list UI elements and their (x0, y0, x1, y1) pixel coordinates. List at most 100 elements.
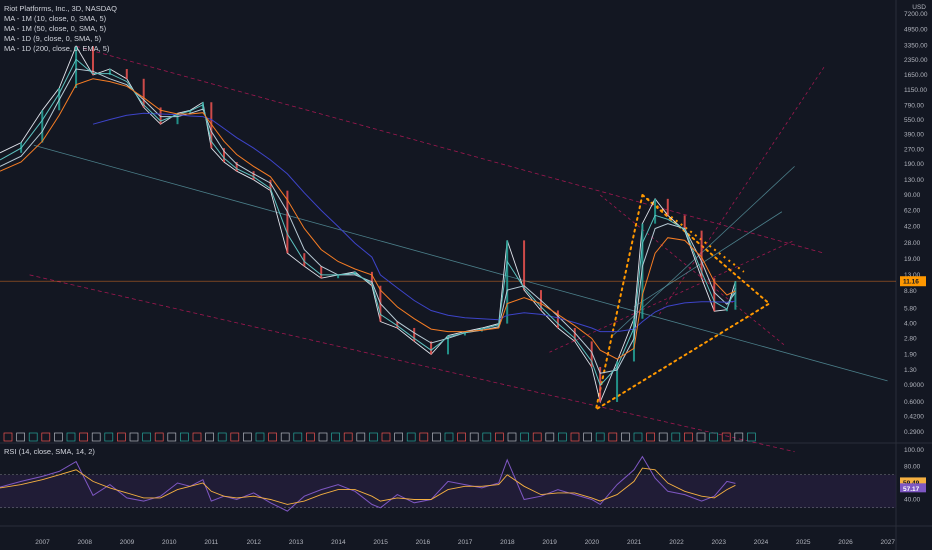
event-marker (205, 432, 214, 442)
price-tick-label: 1150.00 (904, 87, 927, 94)
price-candle (654, 198, 657, 224)
time-tick-label: 2024 (754, 539, 769, 546)
price-candle (370, 271, 373, 286)
event-marker (432, 432, 441, 442)
price-tick-label: 8.80 (904, 288, 917, 295)
price-tick-label: 4950.00 (904, 26, 928, 33)
price-candle (337, 274, 340, 279)
event-marker (507, 432, 517, 442)
price-tick-label: 5.80 (904, 305, 917, 312)
time-tick-label: 2008 (78, 539, 93, 546)
event-marker (734, 432, 744, 442)
event-marker (91, 432, 101, 442)
price-candle (632, 318, 635, 362)
price-candle (159, 107, 162, 125)
price-candle (447, 335, 449, 355)
price-tick-label: 190.00 (904, 161, 924, 168)
event-marker (658, 432, 668, 442)
event-marker (217, 432, 227, 442)
event-marker (318, 432, 328, 442)
event-marker (167, 432, 177, 442)
event-marker (747, 432, 756, 442)
time-tick-label: 2022 (669, 539, 684, 546)
time-tick-label: 2015 (373, 539, 388, 546)
event-marker (457, 432, 466, 442)
rsi-ma-label: 57.17 (903, 486, 920, 493)
price-candle (556, 310, 559, 328)
event-marker (16, 432, 25, 442)
price-candle (320, 266, 323, 279)
price-candle (269, 179, 272, 191)
price-candle (142, 78, 145, 108)
ma-line-1 (0, 68, 736, 374)
event-marker (66, 432, 76, 442)
price-tick-label: 62.00 (904, 207, 921, 214)
price-tick-label: 790.00 (904, 102, 924, 109)
price-candle (713, 278, 716, 312)
ma-legend-1[interactable]: MA - 1M (10, close, 0, SMA, 5) (4, 14, 107, 23)
event-marker (104, 432, 114, 442)
rsi-tick-label: 100.00 (904, 447, 924, 454)
price-candle (396, 321, 399, 328)
event-marker (280, 432, 290, 442)
price-tick-label: 90.00 (904, 192, 921, 199)
ma-legend-3[interactable]: MA - 1D (9, close, 0, SMA, 5) (4, 34, 102, 43)
price-tick-label: 0.2900 (904, 429, 924, 436)
rsi-tick-label: 80.00 (904, 464, 921, 471)
event-marker (117, 432, 126, 442)
event-marker (684, 432, 693, 442)
price-tick-label: 1.30 (904, 367, 917, 374)
ma-line-3 (0, 58, 736, 387)
event-marker (129, 432, 139, 442)
price-candle (734, 281, 737, 310)
price-tick-label: 550.00 (904, 117, 924, 124)
event-marker (495, 432, 504, 442)
event-marker (406, 432, 416, 442)
event-marker (646, 432, 655, 442)
price-candle (480, 327, 483, 332)
time-tick-label: 2021 (627, 539, 642, 546)
price-candle (506, 240, 509, 324)
event-marker (633, 432, 643, 442)
triangle-pattern (594, 194, 771, 412)
price-candle (223, 148, 225, 163)
ma-legend-4[interactable]: MA - 1D (200, close, 0, EMA, 5) (4, 44, 110, 53)
event-marker (180, 432, 189, 442)
event-marker (28, 432, 38, 442)
event-marker (306, 432, 315, 442)
price-tick-label: 270.00 (904, 147, 924, 154)
price-tick-label: 0.6000 (904, 399, 924, 406)
event-marker (570, 432, 580, 442)
ma-legend-2[interactable]: MA - 1M (50, close, 0, SMA, 5) (4, 24, 107, 33)
event-marker (482, 432, 492, 442)
ma-line-4 (0, 78, 736, 360)
event-marker (192, 432, 202, 442)
event-marker (255, 432, 265, 442)
price-candle (303, 253, 306, 267)
price-tick-label: 4.00 (904, 321, 917, 328)
fan-line-mid (633, 211, 783, 308)
ma-line-2 (92, 112, 736, 333)
trend-channel-bottom (29, 274, 795, 453)
event-marker (532, 432, 542, 442)
price-tick-label: 130.00 (904, 177, 924, 184)
time-tick-label: 2011 (204, 539, 218, 546)
price-tick-label: 7200.00 (904, 11, 928, 18)
chart-title: Riot Platforms, Inc., 3D, NASDAQ (4, 4, 117, 13)
price-candle (75, 46, 78, 89)
price-tick-label: 19.00 (904, 256, 921, 263)
price-tick-label: 1.90 (904, 351, 917, 358)
price-tick-label: 3350.00 (904, 43, 928, 50)
price-tick-label: 2350.00 (904, 57, 928, 64)
chart-legend: Riot Platforms, Inc., 3D, NASDAQ MA - 1M… (4, 4, 117, 54)
time-tick-label: 2020 (585, 539, 600, 546)
price-candle (430, 341, 433, 355)
price-candle (641, 223, 644, 319)
event-marker (331, 432, 340, 442)
price-candle (125, 69, 128, 79)
time-tick-label: 2007 (35, 539, 50, 546)
price-candle (235, 162, 238, 172)
rsi-legend[interactable]: RSI (14, close, SMA, 14, 2) (4, 447, 95, 456)
time-tick-label: 2017 (458, 539, 473, 546)
